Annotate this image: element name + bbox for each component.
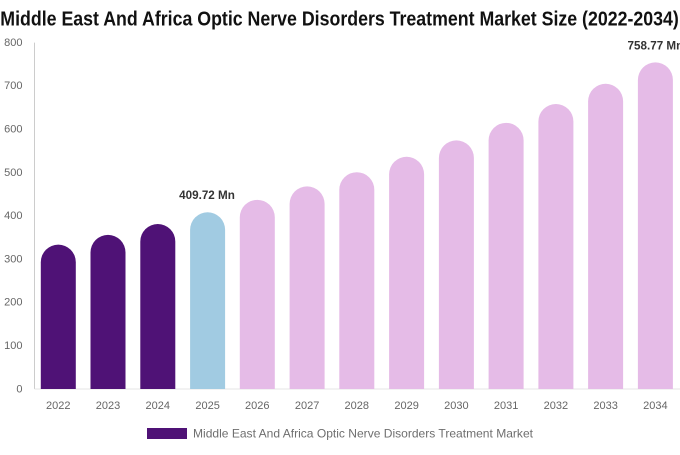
- svg-text:2026: 2026: [245, 400, 269, 412]
- svg-text:2024: 2024: [146, 400, 170, 412]
- svg-text:400: 400: [4, 210, 22, 222]
- svg-text:758.77 Mn: 758.77 Mn: [628, 41, 680, 53]
- svg-text:200: 200: [4, 297, 22, 309]
- svg-text:600: 600: [4, 124, 22, 136]
- svg-text:2023: 2023: [96, 400, 120, 412]
- svg-text:2028: 2028: [345, 400, 369, 412]
- svg-text:2032: 2032: [544, 400, 568, 412]
- svg-text:2027: 2027: [295, 400, 319, 412]
- svg-text:2033: 2033: [593, 400, 617, 412]
- svg-text:300: 300: [4, 253, 22, 265]
- svg-text:2025: 2025: [195, 400, 219, 412]
- svg-text:2034: 2034: [643, 400, 667, 412]
- svg-text:2022: 2022: [46, 400, 70, 412]
- svg-text:800: 800: [4, 37, 22, 49]
- svg-text:2031: 2031: [494, 400, 518, 412]
- svg-text:Middle East And Africa Optic N: Middle East And Africa Optic Nerve Disor…: [193, 427, 534, 441]
- svg-text:2029: 2029: [394, 400, 418, 412]
- svg-text:2030: 2030: [444, 400, 468, 412]
- svg-text:Middle East And Africa Optic N: Middle East And Africa Optic Nerve Disor…: [0, 8, 679, 30]
- svg-text:700: 700: [4, 80, 22, 92]
- svg-text:100: 100: [4, 340, 22, 352]
- svg-text:0: 0: [16, 383, 22, 395]
- svg-text:500: 500: [4, 167, 22, 179]
- svg-text:409.72 Mn: 409.72 Mn: [179, 190, 235, 202]
